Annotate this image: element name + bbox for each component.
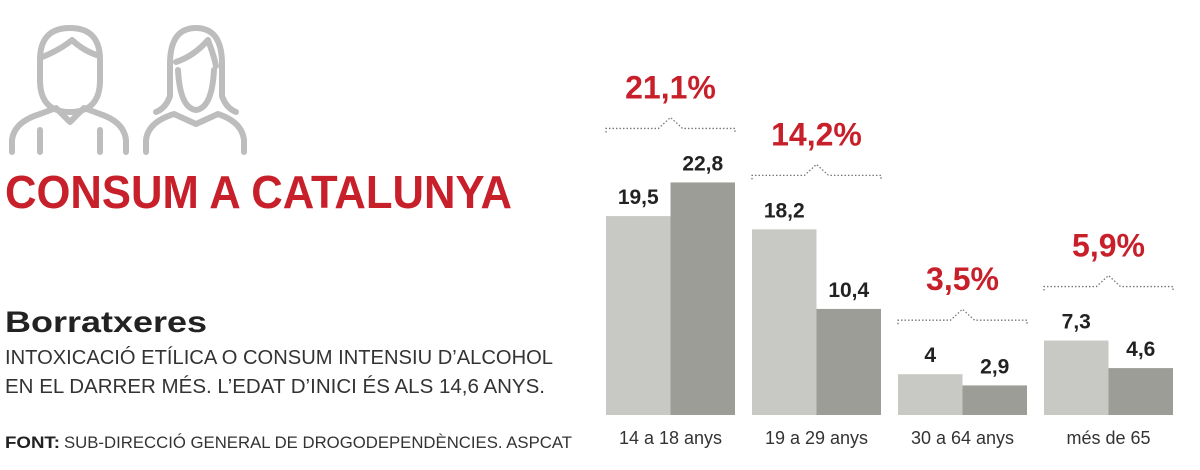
source: SUB-DIRECCIÓ GENERAL DE DROGODEPENDÈNCIE… (64, 433, 572, 452)
bar (898, 374, 963, 415)
total-label: 5,9% (1072, 228, 1145, 264)
source-label: FONT: (5, 433, 60, 452)
bar (1044, 340, 1109, 415)
value-label: 22,8 (682, 152, 723, 175)
title: CONSUM A CATALUNYA (5, 166, 512, 218)
subtitle: Borratxeres (5, 306, 207, 339)
value-label: 18,2 (764, 199, 805, 222)
total-label: 3,5% (926, 261, 999, 297)
total-label: 14,2% (771, 116, 862, 152)
bar (670, 182, 735, 415)
total-bracket (605, 116, 736, 133)
value-label: 10,4 (828, 279, 869, 302)
total-label: 21,1% (625, 69, 716, 105)
value-label: 7,3 (1062, 311, 1091, 334)
x-tick-label: 14 a 18 anys (619, 428, 722, 448)
bar (606, 216, 671, 415)
people-icons (9, 25, 247, 155)
total-bracket (897, 308, 1028, 325)
total-bracket (751, 163, 882, 180)
value-label: 4 (924, 344, 936, 367)
x-tick-label: 30 a 64 anys (911, 428, 1014, 448)
bar (962, 385, 1027, 415)
bar (752, 229, 817, 415)
description-line: EN EL DARRER MÉS. L’EDAT D’INICI ÉS ALS … (5, 375, 545, 398)
x-tick-label: 19 a 29 anys (765, 428, 868, 448)
value-label: 2,9 (980, 355, 1009, 378)
x-tick-label: més de 65 (1066, 428, 1150, 448)
bar (816, 308, 881, 415)
description-line: INTOXICACIÓ ETÍLICA O CONSUM INTENSIU D’… (5, 346, 553, 369)
value-label: 4,6 (1126, 338, 1155, 361)
value-label: 19,5 (618, 186, 659, 209)
total-bracket (1043, 274, 1174, 291)
bar (1108, 368, 1173, 415)
